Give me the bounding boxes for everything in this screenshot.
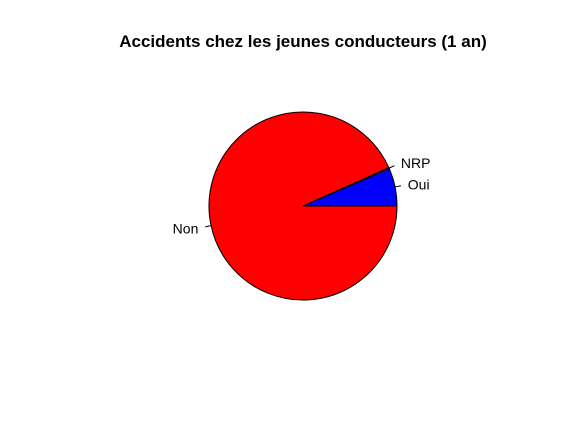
pie-slices bbox=[208, 111, 398, 301]
pie-labels: Oui NRP Non bbox=[173, 155, 431, 236]
pie-label-tick-oui bbox=[394, 185, 402, 188]
pie-label-tick-nrp bbox=[388, 165, 395, 169]
pie-label-oui: Oui bbox=[408, 176, 430, 192]
pie-slice-non bbox=[208, 111, 398, 301]
pie-label-nrp: NRP bbox=[401, 155, 431, 171]
pie-label-non: Non bbox=[173, 220, 199, 236]
pie-label-tick-non bbox=[205, 225, 212, 228]
chart-title: Accidents chez les jeunes conducteurs (1… bbox=[119, 32, 487, 51]
